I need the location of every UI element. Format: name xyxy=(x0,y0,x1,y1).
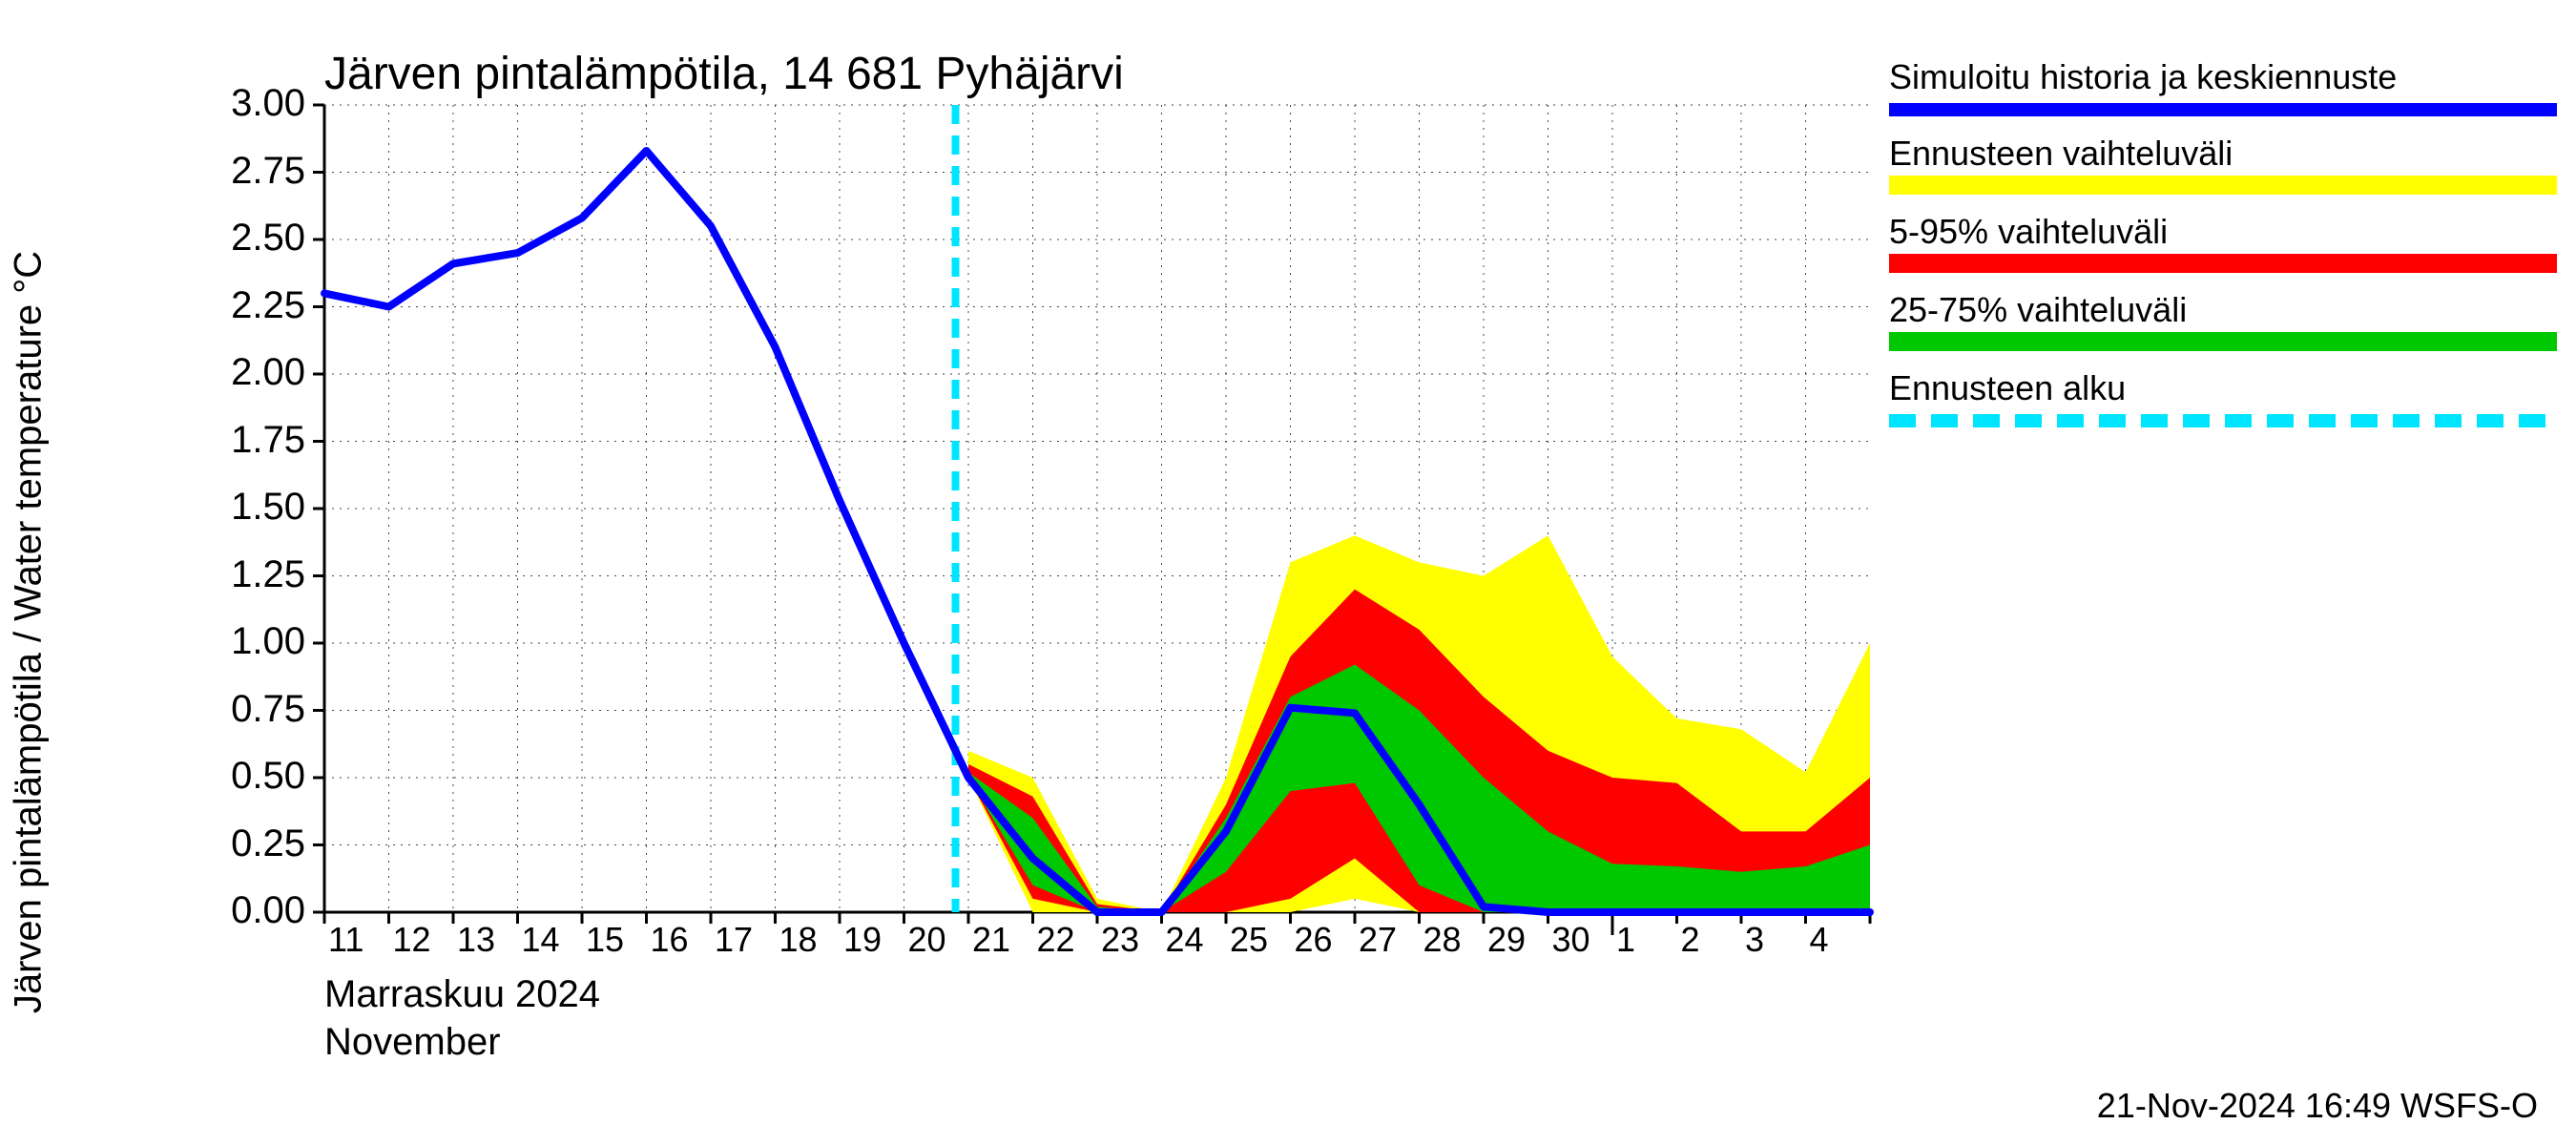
plot-area xyxy=(324,105,1870,912)
x-tick-label: 28 xyxy=(1423,920,1462,960)
x-tick-label: 16 xyxy=(651,920,689,960)
x-tick-label: 13 xyxy=(457,920,495,960)
legend-swatch xyxy=(1889,103,2557,116)
x-tick-label: 4 xyxy=(1810,920,1829,960)
y-tick-label: 1.75 xyxy=(191,419,305,462)
y-tick-label: 3.00 xyxy=(191,82,305,125)
x-tick-label: 29 xyxy=(1487,920,1526,960)
y-tick-label: 1.25 xyxy=(191,553,305,596)
x-tick-label: 27 xyxy=(1359,920,1397,960)
legend-label: Ennusteen vaihteluväli xyxy=(1889,134,2557,174)
y-tick-label: 0.00 xyxy=(191,889,305,932)
y-tick-label: 1.50 xyxy=(191,486,305,529)
legend-swatch xyxy=(1889,332,2557,351)
x-tick-label: 30 xyxy=(1552,920,1590,960)
x-tick-label: 11 xyxy=(328,920,364,960)
y-tick-label: 0.75 xyxy=(191,688,305,731)
x-tick-label: 17 xyxy=(715,920,753,960)
y-tick-label: 2.50 xyxy=(191,217,305,260)
chart-title: Järven pintalämpötila, 14 681 Pyhäjärvi xyxy=(324,48,1124,100)
legend: Simuloitu historia ja keskiennuste Ennust… xyxy=(1889,57,2557,445)
y-tick-label: 0.50 xyxy=(191,755,305,798)
x-tick-label: 15 xyxy=(586,920,624,960)
x-tick-label: 3 xyxy=(1745,920,1764,960)
x-tick-label: 2 xyxy=(1681,920,1700,960)
x-tick-label: 14 xyxy=(522,920,560,960)
x-axis-label-en: November xyxy=(324,1021,501,1064)
y-tick-label: 0.25 xyxy=(191,822,305,865)
y-tick-label: 2.25 xyxy=(191,284,305,327)
legend-swatch xyxy=(1889,254,2557,273)
x-tick-label: 23 xyxy=(1101,920,1139,960)
legend-label: 25-75% vaihteluväli xyxy=(1889,290,2557,330)
y-tick-label: 2.00 xyxy=(191,351,305,394)
x-tick-label: 21 xyxy=(972,920,1010,960)
x-tick-label: 25 xyxy=(1230,920,1268,960)
legend-swatch xyxy=(1889,176,2557,195)
legend-label: 5-95% vaihteluväli xyxy=(1889,212,2557,252)
x-tick-label: 24 xyxy=(1166,920,1204,960)
x-tick-label: 19 xyxy=(843,920,882,960)
x-tick-label: 18 xyxy=(779,920,818,960)
legend-label: Ennusteen alku xyxy=(1889,368,2557,408)
x-axis-label-fi: Marraskuu 2024 xyxy=(324,973,600,1016)
x-tick-label: 26 xyxy=(1295,920,1333,960)
x-tick-label: 12 xyxy=(393,920,431,960)
chart-container: Järven pintalämpötila, 14 681 Pyhäjärvi … xyxy=(0,0,2576,1145)
y-axis-label: Järven pintalämpötila / Water temperatur… xyxy=(8,251,51,1013)
y-tick-label: 2.75 xyxy=(191,150,305,193)
x-tick-label: 1 xyxy=(1616,920,1635,960)
legend-label: Simuloitu historia ja keskiennuste xyxy=(1889,57,2557,97)
x-tick-label: 22 xyxy=(1037,920,1075,960)
x-tick-label: 20 xyxy=(908,920,946,960)
y-tick-label: 1.00 xyxy=(191,620,305,663)
legend-swatch xyxy=(1889,414,2557,427)
timestamp-label: 21-Nov-2024 16:49 WSFS-O xyxy=(2097,1086,2538,1126)
